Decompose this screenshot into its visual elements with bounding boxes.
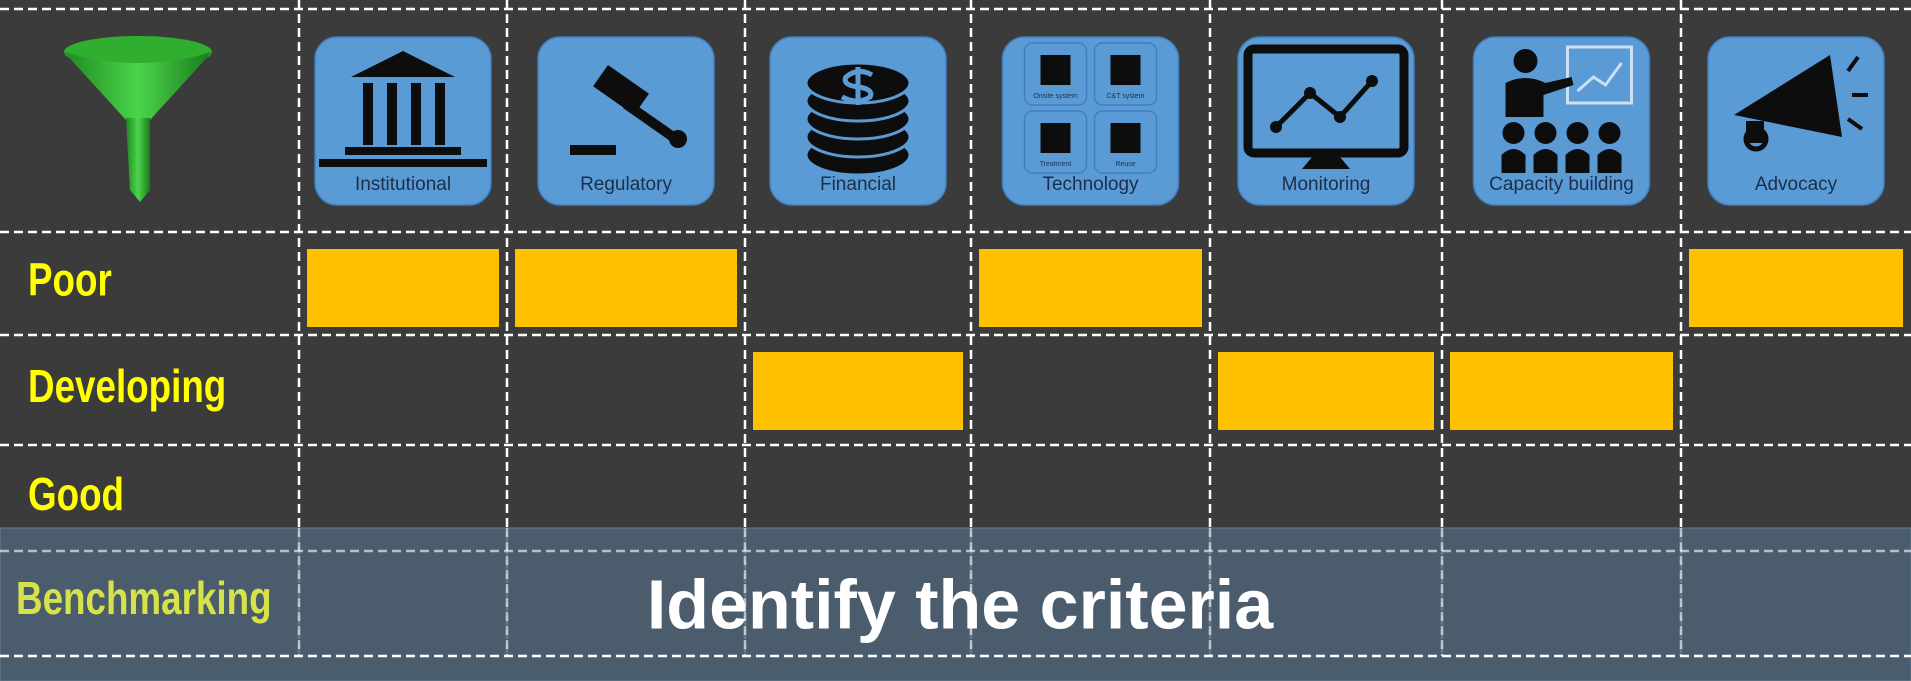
grid-band — [0, 528, 1911, 658]
column-tile: Onsite system C&T system Treatment Reuse Tec… — [1001, 36, 1180, 206]
icon-gavel-handle — [623, 99, 679, 143]
sub-icon — [1110, 55, 1141, 85]
icon-graph — [1274, 79, 1374, 129]
rating-block — [1450, 352, 1673, 430]
sub-tile: Reuse — [1093, 110, 1158, 174]
sub-icon — [1110, 123, 1141, 153]
icon-ring — [1743, 126, 1769, 152]
icon-screen — [1243, 44, 1409, 158]
icon-point — [1304, 87, 1316, 99]
sub-label: C&T system — [1107, 93, 1145, 100]
tile-label: Advocacy — [1755, 174, 1838, 195]
funnel-icon — [64, 36, 212, 202]
tile-label: Capacity building — [1489, 174, 1634, 195]
band-title: Identify the criteria — [647, 565, 1274, 643]
icon-column — [435, 83, 445, 145]
sub-tile: Onsite system — [1023, 42, 1088, 106]
cells — [307, 249, 1903, 430]
rating-block — [753, 352, 963, 430]
sub-tile-box — [1093, 42, 1158, 106]
tile-label: Institutional — [355, 174, 451, 195]
row-label: Good — [28, 468, 124, 520]
icon-audience-body — [1501, 149, 1526, 173]
icon-audience-head — [1502, 122, 1525, 144]
row-label: Developing — [28, 360, 226, 412]
icon-megaphone-handle — [1746, 121, 1764, 143]
sub-tile-box — [1023, 42, 1088, 106]
tile-box — [537, 36, 715, 206]
icon-base — [345, 147, 461, 155]
icon-point — [1334, 111, 1346, 123]
row-label: Poor — [28, 254, 112, 306]
sub-tile: C&T system — [1093, 42, 1158, 106]
sub-label: Reuse — [1115, 161, 1135, 168]
sub-icon — [1040, 123, 1071, 153]
icon-column — [411, 83, 421, 145]
icon-board-line — [1576, 62, 1623, 93]
rating-block — [1689, 249, 1903, 327]
icon-column — [363, 83, 373, 145]
tile-label: Regulatory — [580, 174, 672, 195]
sub-tile: Treatment — [1023, 110, 1088, 174]
icon-sound — [1846, 55, 1860, 73]
icon-head — [1513, 49, 1538, 73]
icon-roof — [351, 51, 455, 77]
icon-body — [1505, 77, 1574, 117]
benchmark-label: Benchmarking — [16, 572, 272, 624]
rating-block — [1218, 352, 1434, 430]
icon-megaphone — [1734, 55, 1842, 137]
column-tile: Institutional — [314, 36, 492, 206]
tile-label: Financial — [820, 174, 896, 195]
icon-gavel-end — [669, 130, 687, 148]
icon-column — [387, 83, 397, 145]
icon-audience-head — [1598, 122, 1621, 144]
icon-dollar — [840, 67, 874, 105]
icon-stand — [1302, 157, 1350, 169]
row-labels: Poor Developing Good Benchmarking — [16, 254, 272, 624]
icon-audience-body — [1533, 149, 1558, 173]
icon-gavel-head — [593, 65, 649, 115]
column-tile: Regulatory — [537, 36, 715, 206]
rating-block — [515, 249, 737, 327]
sub-tile-box — [1093, 110, 1158, 174]
icon-block — [570, 145, 616, 155]
icon-audience-body — [1565, 149, 1590, 173]
tile-label: Monitoring — [1282, 174, 1371, 195]
icon-point — [1270, 121, 1282, 133]
icon-audience-head — [1566, 122, 1589, 144]
icon-sound — [1846, 117, 1864, 131]
sub-label: Treatment — [1040, 161, 1072, 168]
column-tiles: Institutional Regulatory Financial Onsite s… — [314, 36, 1885, 206]
sub-tile-box — [1023, 110, 1088, 174]
tile-label: Technology — [1042, 174, 1139, 195]
column-tile: Financial — [769, 36, 947, 206]
column-tile: Capacity building — [1472, 36, 1651, 206]
icon-base — [319, 159, 487, 167]
rating-block — [307, 249, 499, 327]
icon-audience-body — [1597, 149, 1622, 173]
column-tile: Monitoring — [1237, 36, 1415, 206]
sub-icon — [1040, 55, 1071, 85]
column-tile: Advocacy — [1707, 36, 1885, 206]
rating-block — [979, 249, 1202, 327]
icon-board — [1566, 45, 1633, 105]
sub-label: Onsite system — [1033, 93, 1078, 100]
icon-audience-head — [1534, 122, 1557, 144]
icon-point — [1366, 75, 1378, 87]
